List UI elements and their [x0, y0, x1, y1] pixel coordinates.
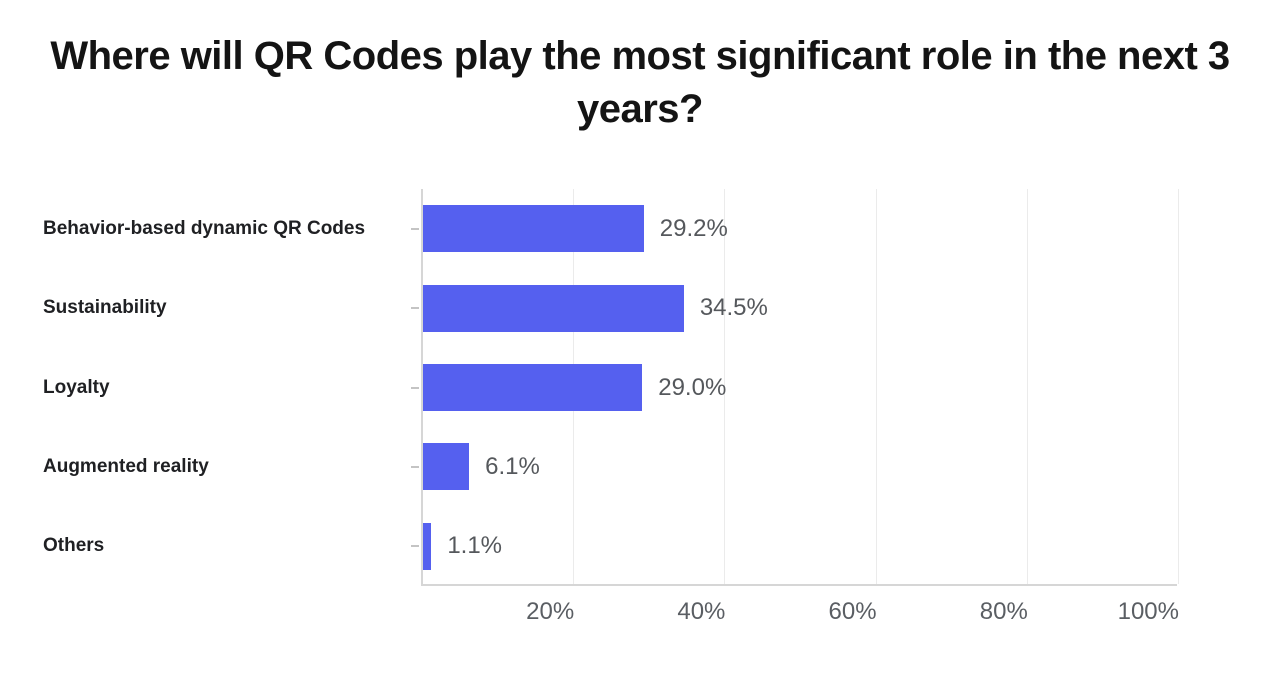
value-label: 6.1%: [485, 452, 540, 480]
plot-area: [421, 189, 1179, 586]
gridline-60%: [875, 189, 877, 584]
gridline-80%: [1026, 189, 1028, 584]
x-axis-tick-label: 60%: [828, 598, 877, 625]
y-axis-tick: [411, 386, 419, 389]
bar-sustainability: [423, 284, 684, 332]
gridline-40%: [724, 189, 726, 584]
value-label: 29.0%: [658, 373, 727, 401]
value-label: 1.1%: [447, 532, 503, 560]
category-label: Loyalty: [43, 376, 110, 398]
bar-behavior-based-dynamic-qr-codes: [423, 205, 644, 253]
value-label: 29.2%: [659, 214, 728, 242]
bar-augmented-reality: [423, 443, 470, 491]
x-axis-tick-label: 100%: [1117, 598, 1179, 625]
y-axis-tick: [411, 465, 419, 468]
y-axis-tick: [411, 545, 419, 548]
bar-others: [423, 522, 432, 570]
category-label: Others: [43, 535, 105, 557]
x-axis-tick-label: 80%: [979, 598, 1028, 625]
y-axis-tick: [411, 307, 419, 310]
category-label: Behavior-based dynamic QR Codes: [43, 217, 366, 239]
chart-title: Where will QR Codes play the most signif…: [50, 34, 1230, 131]
category-label: Sustainability: [43, 297, 167, 319]
gridline-100%: [1178, 189, 1179, 584]
value-label: 34.5%: [699, 294, 768, 322]
bar-loyalty: [423, 364, 643, 411]
category-label: Augmented reality: [43, 455, 209, 477]
x-axis-tick-label: 40%: [677, 598, 726, 625]
x-axis-tick-label: 20%: [526, 598, 575, 625]
y-axis-tick: [411, 227, 419, 230]
